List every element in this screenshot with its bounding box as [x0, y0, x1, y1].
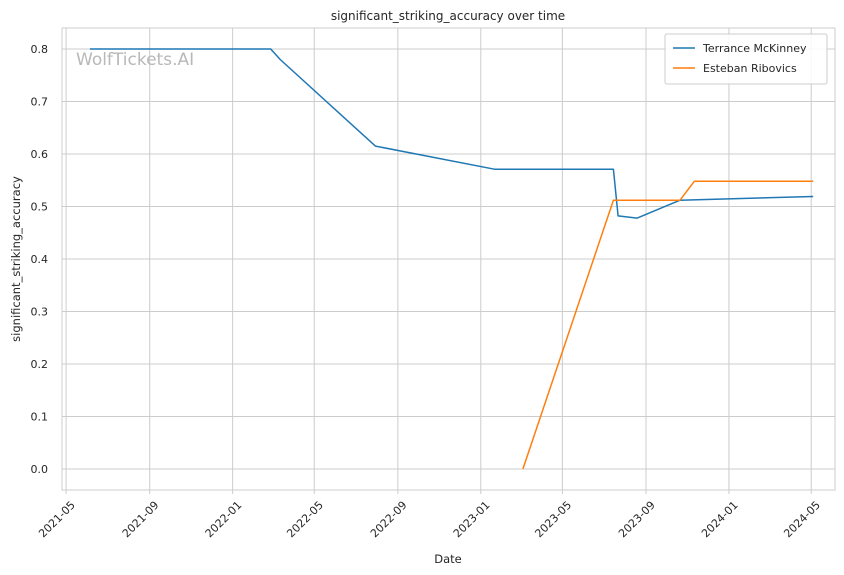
plot-frame: [61, 27, 836, 491]
x-tick-label: 2022-09: [368, 499, 410, 541]
legend-box: [664, 33, 828, 85]
x-tick-label: 2023-09: [616, 499, 658, 541]
y-tick-label: 0.6: [31, 148, 49, 161]
series-line-0: [89, 48, 814, 219]
x-axis-title: Date: [434, 552, 462, 566]
y-tick-label: 0.3: [31, 306, 49, 319]
x-tick-label: 2023-01: [451, 499, 493, 541]
series-line-1: [522, 180, 814, 470]
legend-label-1: Esteban Ribovics: [703, 62, 797, 75]
watermark: WolfTickets.AI: [76, 50, 194, 70]
y-tick-label: 0.7: [31, 96, 49, 109]
x-axis-ticks: 2021-05 2021-09 2022-01 2022-05 2022-09 2023-…: [36, 490, 823, 540]
y-axis-ticks: 0.0 0.1 0.2 0.3 0.4 0.5 0.6 0.7 0.8: [31, 43, 49, 476]
legend-label-0: Terrance McKinney: [702, 42, 807, 55]
x-tick-label: 2021-09: [120, 499, 162, 541]
x-tick-label: 2022-05: [284, 499, 326, 541]
y-tick-label: 0.2: [31, 358, 49, 371]
x-tick-label: 2023-05: [532, 499, 574, 541]
y-tick-label: 0.0: [31, 463, 49, 476]
legend: Terrance McKinney Esteban Ribovics: [664, 33, 828, 85]
y-tick-label: 0.4: [31, 253, 49, 266]
chart-title: significant_striking_accuracy over time: [331, 9, 565, 23]
x-tick-label: 2021-05: [36, 499, 78, 541]
x-tick-label: 2022-01: [203, 499, 245, 541]
y-tick-label: 0.5: [31, 201, 49, 214]
y-tick-label: 0.1: [31, 411, 49, 424]
y-axis-title: significant_striking_accuracy: [9, 176, 23, 342]
x-tick-label: 2024-05: [781, 499, 823, 541]
x-tick-label: 2024-01: [699, 499, 741, 541]
series-lines: [89, 48, 814, 470]
y-tick-label: 0.8: [31, 43, 49, 56]
